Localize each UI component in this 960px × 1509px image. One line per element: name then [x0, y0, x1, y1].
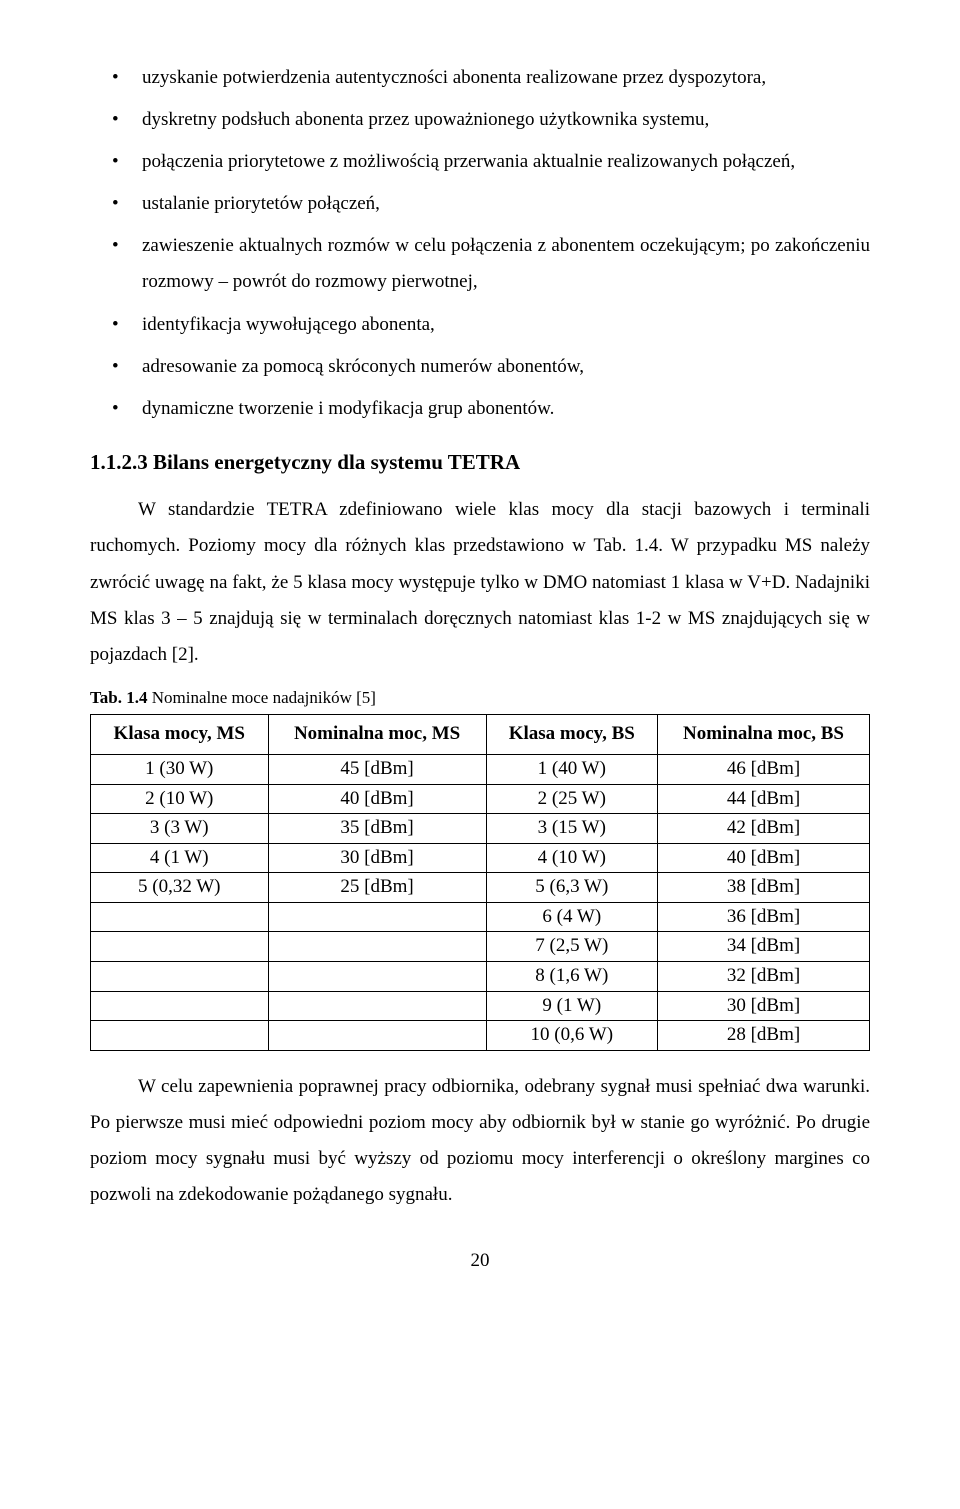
table-row: 10 (0,6 W)28 [dBm]	[91, 1021, 870, 1051]
table-cell: 1 (40 W)	[486, 754, 657, 784]
table-cell: 38 [dBm]	[658, 873, 870, 903]
table-body: 1 (30 W)45 [dBm]1 (40 W)46 [dBm]2 (10 W)…	[91, 754, 870, 1050]
bullet-item: zawieszenie aktualnych rozmów w celu poł…	[90, 228, 870, 300]
paragraph-1: W standardzie TETRA zdefiniowano wiele k…	[90, 492, 870, 672]
table-cell: 4 (1 W)	[91, 843, 269, 873]
table-cell: 44 [dBm]	[658, 784, 870, 814]
table-cell	[91, 991, 269, 1021]
table-cell: 8 (1,6 W)	[486, 962, 657, 992]
bullet-item: dyskretny podsłuch abonenta przez upoważ…	[90, 102, 870, 138]
table-row: 5 (0,32 W)25 [dBm]5 (6,3 W)38 [dBm]	[91, 873, 870, 903]
table-cell	[268, 902, 486, 932]
table-row: 1 (30 W)45 [dBm]1 (40 W)46 [dBm]	[91, 754, 870, 784]
table-cell	[268, 932, 486, 962]
table-row: 3 (3 W)35 [dBm]3 (15 W)42 [dBm]	[91, 814, 870, 844]
table-cell	[268, 962, 486, 992]
page-number: 20	[90, 1247, 870, 1276]
table-cell: 30 [dBm]	[268, 843, 486, 873]
table-cell: 5 (6,3 W)	[486, 873, 657, 903]
table-row: 9 (1 W)30 [dBm]	[91, 991, 870, 1021]
table-cell: 3 (15 W)	[486, 814, 657, 844]
table-header-cell: Klasa mocy, MS	[91, 715, 269, 755]
table-row: 8 (1,6 W)32 [dBm]	[91, 962, 870, 992]
paragraph-2: W celu zapewnienia poprawnej pracy odbio…	[90, 1069, 870, 1213]
table-cell: 7 (2,5 W)	[486, 932, 657, 962]
table-caption-label: Tab. 1.4	[90, 688, 147, 707]
table-header-row: Klasa mocy, MSNominalna moc, MSKlasa moc…	[91, 715, 870, 755]
table-cell: 46 [dBm]	[658, 754, 870, 784]
table-cell: 34 [dBm]	[658, 932, 870, 962]
table-cell: 10 (0,6 W)	[486, 1021, 657, 1051]
table-cell: 35 [dBm]	[268, 814, 486, 844]
table-row: 7 (2,5 W)34 [dBm]	[91, 932, 870, 962]
table-row: 6 (4 W)36 [dBm]	[91, 902, 870, 932]
table-cell: 5 (0,32 W)	[91, 873, 269, 903]
section-heading: 1.1.2.3 Bilans energetyczny dla systemu …	[90, 447, 870, 479]
table-cell: 4 (10 W)	[486, 843, 657, 873]
table-cell: 40 [dBm]	[268, 784, 486, 814]
bullet-list: uzyskanie potwierdzenia autentyczności a…	[90, 60, 870, 427]
table-caption-text: Nominalne moce nadajników [5]	[147, 688, 376, 707]
table-cell: 1 (30 W)	[91, 754, 269, 784]
table-header-cell: Klasa mocy, BS	[486, 715, 657, 755]
table-cell: 45 [dBm]	[268, 754, 486, 784]
table-cell	[91, 1021, 269, 1051]
power-table: Klasa mocy, MSNominalna moc, MSKlasa moc…	[90, 714, 870, 1051]
table-header-cell: Nominalna moc, BS	[658, 715, 870, 755]
table-cell: 6 (4 W)	[486, 902, 657, 932]
table-row: 4 (1 W)30 [dBm]4 (10 W)40 [dBm]	[91, 843, 870, 873]
table-cell: 2 (10 W)	[91, 784, 269, 814]
table-cell: 28 [dBm]	[658, 1021, 870, 1051]
table-row: 2 (10 W)40 [dBm]2 (25 W)44 [dBm]	[91, 784, 870, 814]
table-cell: 32 [dBm]	[658, 962, 870, 992]
bullet-item: ustalanie priorytetów połączeń,	[90, 186, 870, 222]
table-cell	[91, 932, 269, 962]
table-cell: 9 (1 W)	[486, 991, 657, 1021]
table-header-cell: Nominalna moc, MS	[268, 715, 486, 755]
table-cell: 42 [dBm]	[658, 814, 870, 844]
table-cell: 2 (25 W)	[486, 784, 657, 814]
table-cell: 3 (3 W)	[91, 814, 269, 844]
table-cell	[91, 902, 269, 932]
bullet-item: uzyskanie potwierdzenia autentyczności a…	[90, 60, 870, 96]
table-cell: 36 [dBm]	[658, 902, 870, 932]
table-cell	[91, 962, 269, 992]
bullet-item: połączenia priorytetowe z możliwością pr…	[90, 144, 870, 180]
bullet-item: adresowanie za pomocą skróconych numerów…	[90, 349, 870, 385]
table-cell: 25 [dBm]	[268, 873, 486, 903]
table-cell	[268, 1021, 486, 1051]
table-cell: 40 [dBm]	[658, 843, 870, 873]
table-cell: 30 [dBm]	[658, 991, 870, 1021]
table-caption: Tab. 1.4 Nominalne moce nadajników [5]	[90, 685, 870, 711]
bullet-item: dynamiczne tworzenie i modyfikacja grup …	[90, 391, 870, 427]
table-cell	[268, 991, 486, 1021]
bullet-item: identyfikacja wywołującego abonenta,	[90, 307, 870, 343]
